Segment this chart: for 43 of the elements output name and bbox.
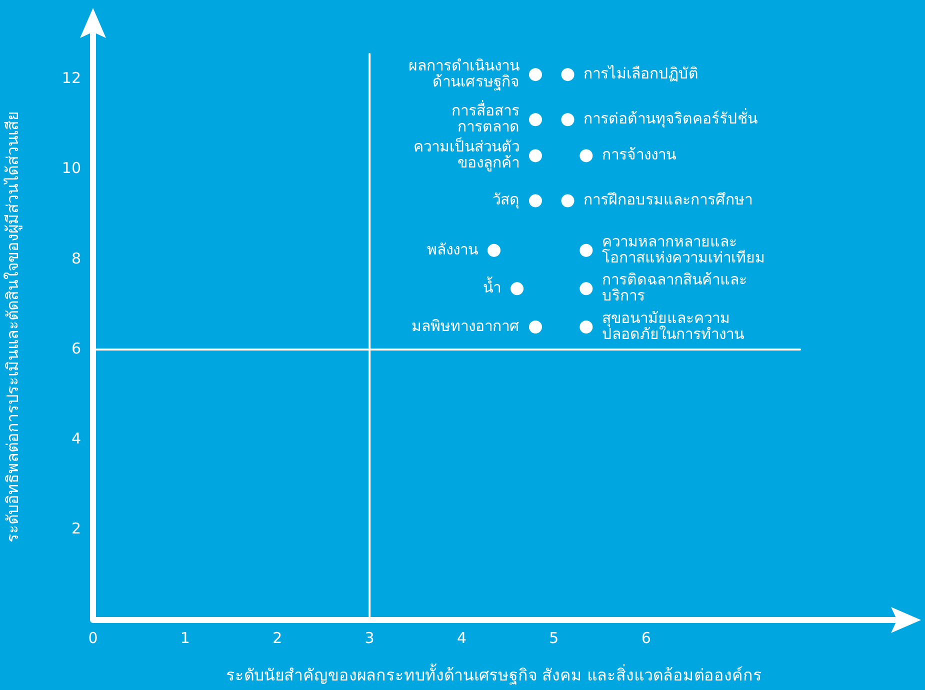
x-tick-label: 5 [549,628,559,647]
point [528,149,542,162]
point [510,282,524,296]
series-label: น้ำ [483,276,502,297]
series-label: วัสดุ [492,190,520,210]
x-axis-title: ระดับนัยสำคัญของผลกระทบทั้งด้านเศรษฐกิจ สังคม และสิ่งแวดล้อมต่อองค์กร [226,664,762,685]
series-label: การจ้างงาน [602,146,676,164]
x-tick-label: 6 [641,628,651,647]
series-label: มลพิษทางอากาศ [411,316,520,335]
series-label: การสื่อสาร การตลาด [451,100,520,136]
y-axis-title: ระดับอิทธิพลต่อการประเมินและตัดสินใจของผู้มีส่วนได้ส่วนเสีย [2,112,23,542]
point [561,194,574,208]
point [528,320,542,334]
x-tick-label: 3 [364,628,374,647]
series-label: ความเป็นส่วนตัว ของลูกค้า [413,136,520,172]
series-label: การฝึกอบรมและการศึกษา [584,190,753,209]
point [580,149,593,162]
y-tick-label: 4 [71,430,81,448]
point [580,282,593,296]
x-tick-label: 0 [88,628,98,647]
series-label: ผลการดำเนินงาน ด้านเศรษฐกิจ [408,56,520,90]
series-label: การต่อต้านทุจริตคอร์รัปชั่น [584,108,758,129]
x-tick-label: 4 [456,628,467,647]
point [561,68,574,82]
x-tick-label: 1 [180,628,190,647]
point [561,113,574,126]
point [580,244,593,257]
x-tick-label: 2 [272,628,282,647]
point [528,68,542,82]
y-tick-label: 8 [71,249,81,268]
series-label: พลังงาน [427,240,478,258]
y-tick-label: 10 [62,159,81,178]
point [488,244,500,257]
y-tick-label: 2 [71,520,81,538]
series-label: การติดฉลากสินค้าและ บริการ [602,270,748,305]
point [528,113,542,126]
series-label: สุขอนามัยและความ ปลอดภัยในการทำงาน [602,308,744,343]
y-tick-label: 12 [62,68,81,87]
point [528,194,542,208]
point [580,320,593,334]
series-label: การไม่เลือกปฏิบัติ [584,64,699,82]
series-label: ความหลากหลายและ โอกาสแห่งความเท่าเทียม [602,232,766,266]
y-tick-label: 6 [71,339,81,358]
